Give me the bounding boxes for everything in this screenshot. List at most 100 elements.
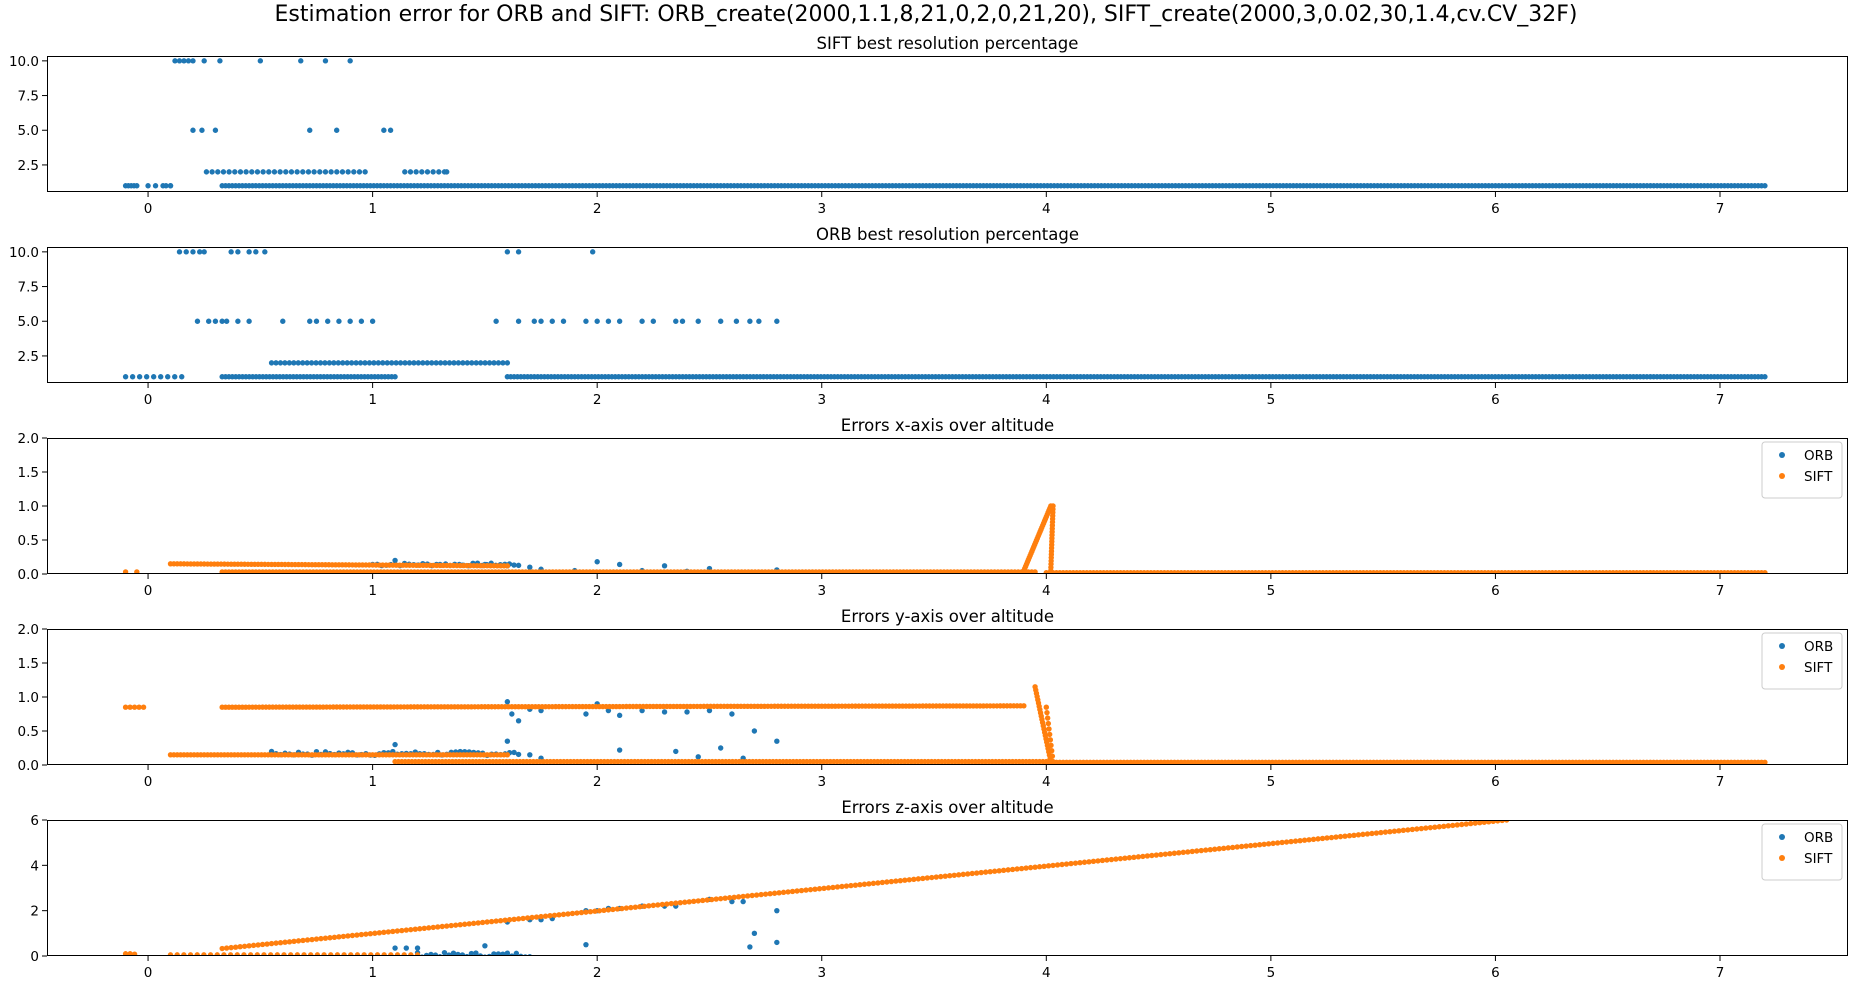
x-tick-label: 7 — [1716, 392, 1725, 408]
x-tick-label: 2 — [593, 392, 602, 408]
data-point — [722, 895, 728, 901]
data-point — [565, 911, 571, 917]
data-point — [661, 563, 668, 569]
data-point — [228, 249, 234, 255]
data-point — [415, 360, 422, 366]
data-point — [307, 127, 313, 133]
data-point — [1360, 831, 1366, 838]
data-point — [1432, 824, 1438, 830]
subplot-title: Errors z-axis over altitude — [841, 798, 1053, 817]
data-point — [394, 928, 401, 934]
data-point — [433, 360, 439, 366]
y-tick-label: 4 — [30, 858, 39, 874]
data-point — [388, 360, 395, 366]
x-tick-label: 1 — [368, 965, 377, 981]
legend-label: SIFT — [1804, 851, 1833, 867]
data-point — [673, 318, 679, 324]
data-point — [411, 360, 417, 366]
data-point — [371, 360, 377, 366]
data-point — [542, 913, 549, 919]
data-point — [203, 169, 210, 175]
data-point — [1364, 831, 1371, 837]
data-point — [502, 917, 508, 923]
data-point — [583, 941, 589, 948]
data-point — [469, 360, 475, 366]
data-point — [1256, 842, 1263, 848]
data-point — [973, 870, 980, 876]
legend-label: ORB — [1804, 448, 1833, 464]
legend-label: SIFT — [1804, 660, 1833, 676]
data-point — [767, 891, 773, 897]
data-point — [751, 728, 758, 734]
data-point — [1270, 840, 1276, 847]
data-point — [915, 876, 922, 882]
data-point — [511, 562, 517, 568]
x-tick-label: 6 — [1491, 965, 1500, 981]
data-point — [1288, 838, 1294, 845]
data-point — [351, 169, 357, 175]
data-point — [486, 360, 493, 366]
data-point — [262, 249, 268, 255]
data-point — [504, 249, 511, 255]
data-point — [317, 360, 324, 366]
data-point — [1072, 860, 1079, 866]
data-point — [1423, 825, 1429, 831]
data-point — [668, 900, 674, 907]
data-point — [589, 249, 596, 255]
data-point — [1131, 854, 1137, 860]
y-tick-label: 7.5 — [18, 280, 39, 296]
data-point — [771, 890, 778, 896]
data-point — [515, 318, 522, 324]
data-point — [322, 360, 328, 366]
data-point — [331, 360, 337, 366]
axes-frame — [47, 629, 1848, 765]
figure-suptitle: Estimation error for ORB and SIFT: ORB_c… — [275, 2, 1578, 27]
data-point — [322, 169, 329, 175]
y-tick-label: 5.0 — [18, 314, 39, 330]
data-point — [286, 360, 293, 366]
data-point — [143, 374, 150, 380]
data-point — [461, 921, 468, 927]
data-point — [1036, 864, 1043, 870]
data-point — [254, 169, 261, 175]
data-point — [749, 892, 755, 899]
data-point — [639, 318, 645, 324]
data-point — [165, 374, 171, 380]
data-point — [1162, 851, 1169, 857]
data-point — [515, 718, 522, 724]
data-point — [524, 915, 531, 921]
data-point — [484, 919, 490, 925]
data-point — [1243, 843, 1249, 849]
data-point — [172, 58, 178, 64]
data-point — [583, 318, 589, 324]
data-point — [1045, 863, 1052, 869]
data-point — [450, 950, 457, 956]
legend-marker — [1779, 855, 1785, 861]
data-point — [729, 711, 735, 717]
data-point — [758, 891, 764, 898]
data-point — [798, 887, 805, 894]
data-point — [504, 699, 511, 705]
data-point — [477, 360, 484, 366]
data-point — [237, 944, 243, 950]
data-point — [393, 360, 399, 366]
data-point — [1418, 825, 1425, 832]
data-point — [1342, 833, 1348, 839]
legend-label: ORB — [1804, 830, 1833, 846]
data-point — [965, 871, 971, 877]
data-point — [1032, 864, 1038, 870]
data-point — [1297, 837, 1303, 844]
data-point — [1140, 853, 1146, 860]
data-point — [255, 942, 261, 948]
data-point — [473, 950, 479, 956]
data-point — [956, 872, 962, 878]
data-point — [283, 169, 289, 175]
data-point — [639, 707, 645, 714]
data-point — [420, 360, 426, 366]
data-point — [232, 944, 239, 950]
data-point — [560, 911, 567, 918]
data-point — [1005, 867, 1011, 873]
data-point — [951, 872, 957, 878]
data-point — [349, 932, 356, 939]
data-point — [1176, 850, 1182, 856]
